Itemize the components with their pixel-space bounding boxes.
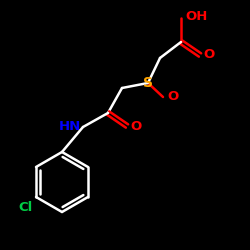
Text: O: O [130,120,141,132]
Text: O: O [203,48,214,62]
Text: OH: OH [185,10,208,24]
Text: Cl: Cl [19,201,33,214]
Text: HN: HN [59,120,81,134]
Text: S: S [143,76,153,90]
Text: O: O [167,90,178,104]
